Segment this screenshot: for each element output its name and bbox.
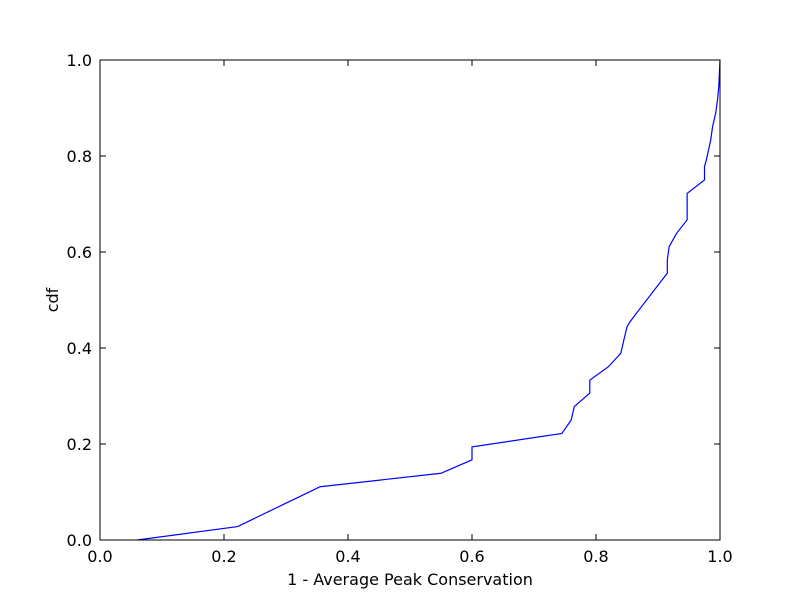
- plot-frame: [99, 59, 721, 541]
- x-tick-label: 0.8: [583, 547, 608, 566]
- x-axis-title: 1 - Average Peak Conservation: [287, 570, 533, 589]
- plot-area: [100, 60, 720, 540]
- x-tick-label: 0.2: [211, 547, 236, 566]
- y-tick-label: 0.2: [67, 435, 92, 454]
- y-tick-label: 0.6: [67, 243, 92, 262]
- y-tick-label: 0.4: [67, 339, 92, 358]
- x-tick-label: 0.0: [87, 547, 112, 566]
- y-axis-title: cdf: [43, 287, 62, 312]
- x-tick-label: 0.6: [459, 547, 484, 566]
- y-tick-label: 1.0: [67, 51, 92, 70]
- x-tick-label: 1.0: [707, 547, 732, 566]
- y-tick-label: 0.8: [67, 147, 92, 166]
- x-tick-label: 0.4: [335, 547, 360, 566]
- series-layer: [137, 59, 721, 541]
- cdf-series-line: [137, 59, 721, 541]
- y-tick-label: 0.0: [67, 531, 92, 550]
